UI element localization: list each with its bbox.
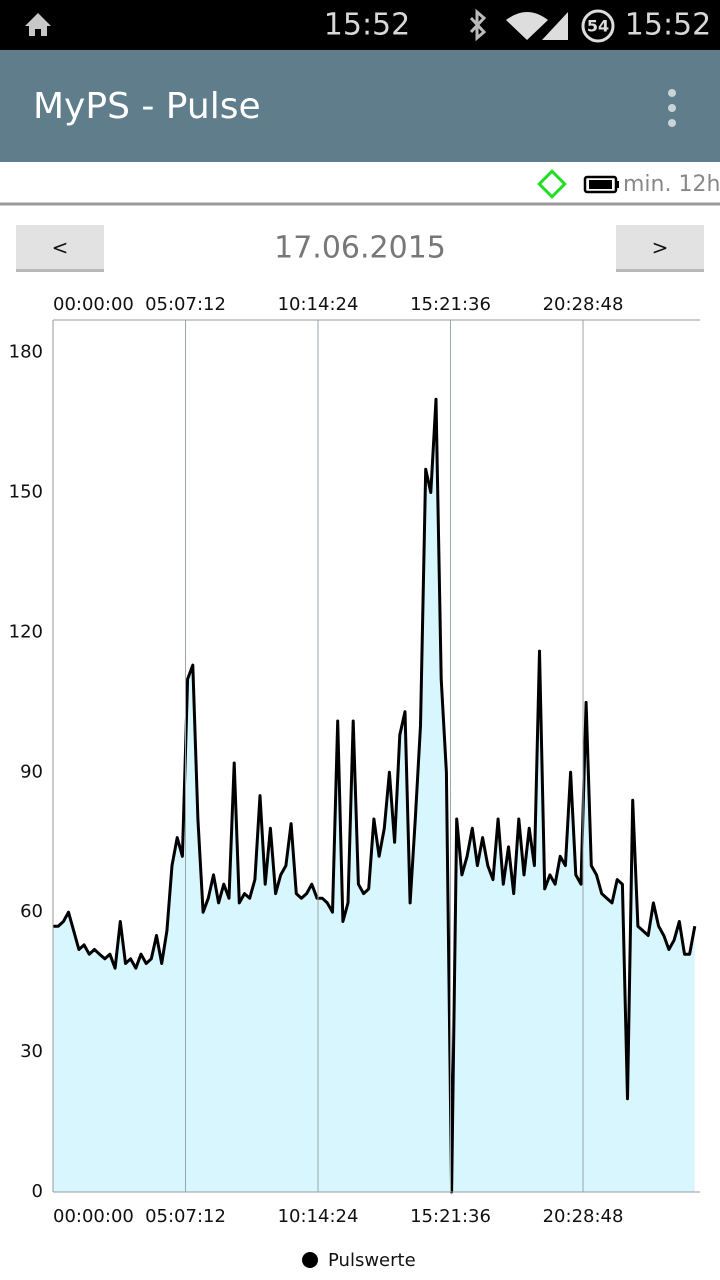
wifi-icon <box>506 12 548 40</box>
area-fill <box>53 399 695 1192</box>
y-tick-label: 120 <box>9 621 43 642</box>
battery-fill <box>589 180 612 189</box>
y-tick-label: 60 <box>20 901 43 922</box>
sensor-icon <box>537 169 567 199</box>
x-tick-label: 20:28:48 <box>543 1206 624 1227</box>
status-clock: 15:52 <box>324 8 410 43</box>
prev-button[interactable]: < <box>16 225 104 272</box>
legend-marker <box>302 1252 318 1268</box>
y-tick-label: 150 <box>9 482 43 503</box>
legend-label: Pulswerte <box>328 1250 416 1271</box>
x-tick-label-top: 15:21:36 <box>410 294 491 315</box>
prev-label: < <box>52 236 69 260</box>
x-tick-label-top: 00:00:00 <box>53 294 134 315</box>
status-time: 15:52 <box>625 8 711 43</box>
overflow-menu[interactable] <box>668 89 676 127</box>
x-tick-label-top: 20:28:48 <box>543 294 624 315</box>
x-tick-label-top: 10:14:24 <box>278 294 359 315</box>
app-title: MyPS - Pulse <box>33 86 261 127</box>
y-tick-label: 90 <box>20 761 43 782</box>
y-tick-label: 0 <box>32 1181 43 1202</box>
date-label: 17.06.2015 <box>274 231 446 266</box>
x-tick-label: 10:14:24 <box>278 1206 359 1227</box>
x-tick-label: 00:00:00 <box>53 1206 134 1227</box>
home-icon[interactable] <box>25 13 51 36</box>
next-label: > <box>652 236 669 260</box>
chart: 00:00:00 00:00:00 05:07:12 05:07:12 10:14:24… <box>9 294 700 1271</box>
y-tick-label: 180 <box>9 342 43 363</box>
x-tick-label: 05:07:12 <box>145 1206 226 1227</box>
info-label: min. 12h <box>623 172 720 197</box>
battery-ring <box>581 9 615 43</box>
app-bar <box>0 50 720 162</box>
bluetooth-icon <box>469 8 487 42</box>
battery-level: 54 <box>587 17 609 36</box>
signal-icon <box>542 12 568 40</box>
x-tick-label: 15:21:36 <box>410 1206 491 1227</box>
pulse-line <box>53 397 697 1194</box>
x-tick-label-top: 05:07:12 <box>145 294 226 315</box>
y-tick-label: 30 <box>20 1041 43 1062</box>
battery-tip <box>616 181 619 188</box>
next-button[interactable]: > <box>616 225 704 272</box>
